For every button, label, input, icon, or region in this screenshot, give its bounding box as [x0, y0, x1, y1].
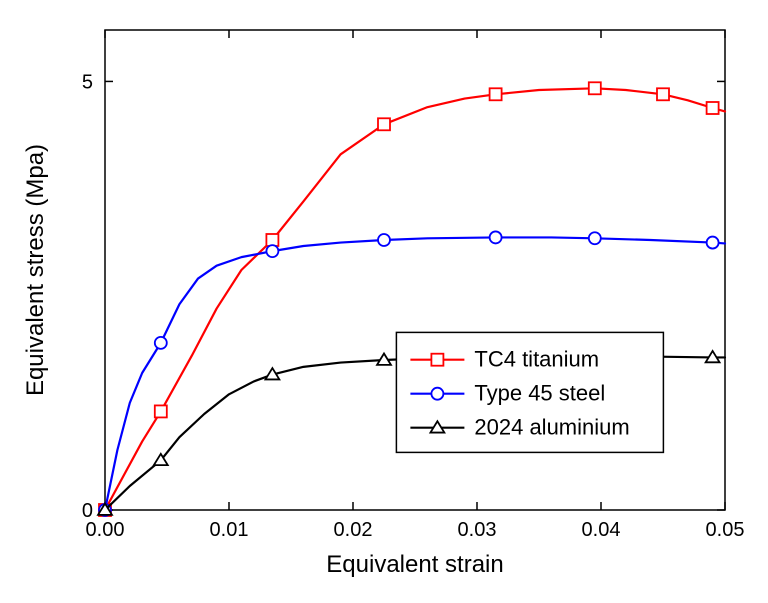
x-tick-label: 0.01 [210, 519, 249, 541]
series-marker [378, 118, 390, 130]
series-marker [490, 88, 502, 100]
series-marker [589, 82, 601, 94]
legend-label: Type 45 steel [474, 381, 605, 406]
x-tick-label: 0.03 [458, 519, 497, 541]
legend-marker-icon [431, 388, 443, 400]
legend: TC4 titanium Type 45 steel 2024 aluminium [396, 332, 663, 452]
series-marker [657, 88, 669, 100]
series-marker [155, 337, 167, 349]
y-tick-label: 0 [82, 500, 93, 522]
stress-strain-chart: 0.00 0.01 0.02 0.03 0.04 0.05 0 5 Equivalent str… [0, 0, 768, 603]
series-marker [490, 231, 502, 243]
series-marker [707, 102, 719, 114]
y-axis-label: Equivalent stress (Mpa) [22, 144, 49, 396]
x-tick-label: 0.00 [86, 519, 125, 541]
series-marker [266, 245, 278, 257]
x-tick-label: 0.04 [582, 519, 621, 541]
x-axis-label: Equivalent strain [326, 551, 503, 578]
chart-container: 0.00 0.01 0.02 0.03 0.04 0.05 0 5 Equivalent str… [0, 0, 768, 603]
series-marker [266, 234, 278, 246]
series-marker [589, 232, 601, 244]
legend-label: 2024 aluminium [474, 415, 629, 440]
legend-label: TC4 titanium [474, 347, 599, 372]
x-tick-label: 0.02 [334, 519, 373, 541]
series-marker [155, 405, 167, 417]
y-tick-label: 5 [82, 71, 93, 93]
series-marker [378, 234, 390, 246]
x-tick-label: 0.05 [706, 519, 745, 541]
series-marker [707, 237, 719, 249]
chart-bg [0, 0, 768, 603]
legend-marker-icon [431, 354, 443, 366]
